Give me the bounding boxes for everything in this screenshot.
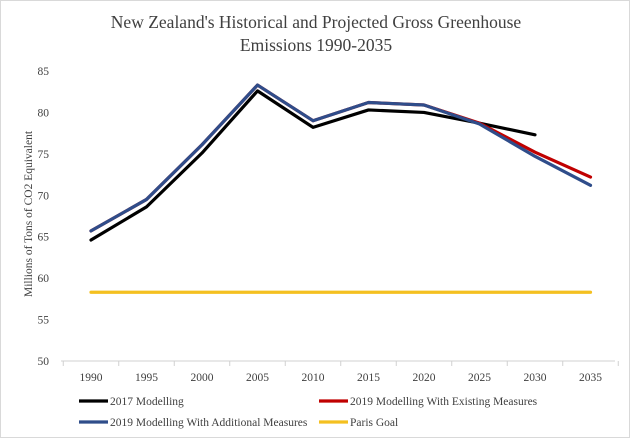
series-line-2019-modelling-with-existing-measures bbox=[89, 83, 593, 233]
x-tick-label: 2005 bbox=[246, 372, 269, 384]
legend-item: 2019 Modelling With Additional Measures bbox=[79, 417, 308, 429]
y-axis-label: Millions of Tons of CO2 Equivalent bbox=[23, 130, 35, 297]
legend-item: 2017 Modelling bbox=[79, 396, 184, 408]
x-tick-label: 2020 bbox=[413, 372, 436, 384]
axes: 50 55 60 65 70 75 80 85 1990 1995 2000 2005 2010 2015… bbox=[38, 66, 619, 384]
legend-label: 2019 Modelling With Additional Measures bbox=[110, 417, 308, 429]
series-line-2019-modelling-with-additional-measures bbox=[89, 83, 593, 233]
y-tick-label: 65 bbox=[38, 232, 50, 244]
x-tick-label: 2010 bbox=[302, 372, 325, 384]
legend-item: 2019 Modelling With Existing Measures bbox=[319, 396, 538, 408]
chart-title-line-1: New Zealand's Historical and Projected G… bbox=[111, 12, 522, 32]
y-tick-label: 80 bbox=[38, 107, 50, 119]
x-tick-label: 2035 bbox=[579, 372, 602, 384]
legend-item: Paris Goal bbox=[319, 417, 398, 429]
y-tick-label: 85 bbox=[38, 66, 50, 78]
y-tick-label: 50 bbox=[38, 356, 50, 368]
legend-label: 2019 Modelling With Existing Measures bbox=[350, 396, 538, 408]
series-line-2017-modelling bbox=[89, 89, 537, 242]
y-tick-label: 60 bbox=[38, 273, 50, 285]
y-tick-label: 55 bbox=[38, 315, 50, 327]
legend-label: Paris Goal bbox=[350, 417, 398, 429]
x-tick-label: 2000 bbox=[191, 372, 214, 384]
series-lines bbox=[89, 83, 593, 294]
x-tick-label: 1990 bbox=[80, 372, 103, 384]
y-tick-label: 70 bbox=[38, 190, 50, 202]
x-tick-label: 2025 bbox=[468, 372, 491, 384]
x-tick-label: 2015 bbox=[357, 372, 380, 384]
legend: 2017 Modelling 2019 Modelling With Existi… bbox=[79, 396, 538, 429]
legend-label: 2017 Modelling bbox=[110, 396, 184, 408]
y-tick-label: 75 bbox=[38, 149, 50, 161]
x-tick-label: 2030 bbox=[524, 372, 547, 384]
x-tick-label: 1995 bbox=[135, 372, 158, 384]
chart-title-line-2: Emissions 1990-2035 bbox=[240, 35, 392, 55]
chart-title: New Zealand's Historical and Projected G… bbox=[111, 12, 522, 55]
